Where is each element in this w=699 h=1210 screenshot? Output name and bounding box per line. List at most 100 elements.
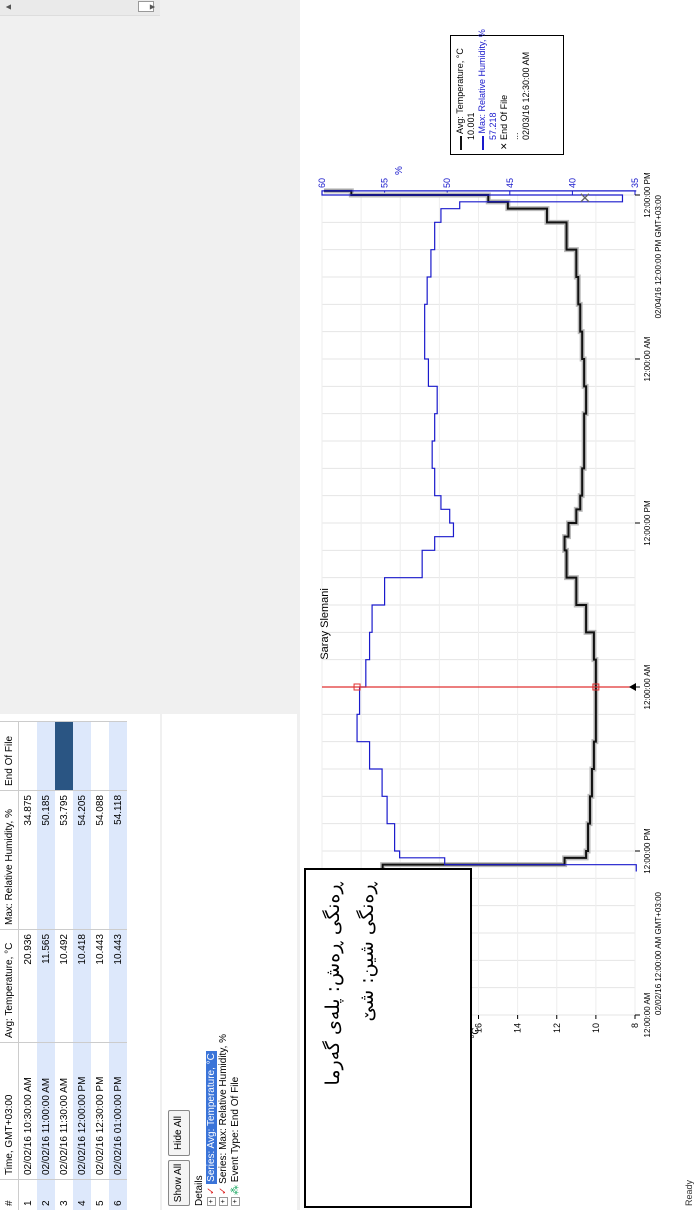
row-temperature: 11.565 [37,929,55,1043]
series-line-icon: ✓ [206,1186,217,1195]
row-humidity: 53.795 [55,790,73,930]
tree-item-temperature[interactable]: +✓ Series: Avg: Temperature, °C [206,1034,218,1206]
x-axis-tick-label: 12:00:00 PM [643,500,652,546]
data-table: # Time, GMT+03:00 Avg: Temperature, °C M… [0,721,127,1210]
chart-title: Saray Slemani [319,588,331,660]
details-title: Details [194,1175,205,1206]
row-end-of-file [91,721,109,791]
legend-timestamp: 02/03/16 12:30:00 AM [521,51,531,140]
row-time: 02/02/16 11:00:00 AM [37,1042,55,1180]
legend-entry-temperature: Avg: Temperature, °C [455,40,466,150]
legend-line-icon [459,136,462,150]
left-axis-tick-label: 14 [513,1023,523,1033]
right-axis-tick-label: 50 [442,178,452,188]
left-axis-tick-label: 10 [591,1023,601,1033]
chart[interactable]: 81012141618202224354045505560°C%12:00:00… [300,0,699,1210]
column-header-time[interactable]: Time, GMT+03:00 [0,1042,19,1180]
cursor-pointer-icon [629,683,636,691]
legend-temp-value: 10.001 [466,112,476,140]
x-axis-tick-label: 12:00:00 AM [643,664,652,709]
tree-item-end-of-file[interactable]: +⁂ Event Type: End Of File [230,1034,242,1206]
chart-legend[interactable]: Avg: Temperature, °C 10.001 Max: Relativ… [450,29,564,155]
series-line-icon: ✓ [218,1186,229,1195]
scroll-down-icon[interactable]: ▼ [147,2,157,12]
end-of-file-marker [580,193,590,203]
column-header-humidity[interactable]: Max: Relative Humidity, % [0,790,19,930]
x-axis-last-date: 02/04/16 12:00:00 PM GMT+03:00 [654,194,663,318]
row-time: 02/02/16 12:30:00 PM [91,1042,109,1180]
table-row[interactable]: 5 02/02/16 12:30:00 PM 10.443 54.088 [91,721,109,1210]
scroll-up-icon[interactable]: ▲ [3,2,13,12]
row-time: 02/02/16 12:00:00 PM [73,1042,91,1180]
note-line-1: ڕەنگی ڕەش: پلەی گەرما [322,882,344,1086]
x-axis-tick-label: 12:00:00 PM [643,172,652,218]
row-temperature: 10.418 [73,929,91,1043]
table-row[interactable]: 3 02/02/16 11:30:00 AM 10.492 53.795 [55,721,73,1210]
data-table-pane: # Time, GMT+03:00 Avg: Temperature, °C M… [0,714,160,1210]
column-header-index[interactable]: # [0,1179,19,1210]
humidity-series-line [321,190,637,872]
row-index: 3 [55,1179,73,1210]
expand-icon[interactable]: + [206,1197,216,1206]
hide-all-button[interactable]: Hide All [168,1110,190,1156]
row-time: 02/02/16 10:30:00 AM [18,1042,37,1180]
table-row[interactable]: 2 02/02/16 11:00:00 AM 11.565 50.185 [37,721,55,1210]
row-time: 02/02/16 11:30:00 AM [55,1042,73,1180]
row-temperature: 10.443 [109,929,127,1043]
right-axis-tick-label: 55 [380,178,390,188]
row-index: 1 [18,1179,37,1210]
table-row[interactable]: 1 02/02/16 10:30:00 AM 20.936 34.875 [18,721,37,1210]
column-header-end-of-file[interactable]: End Of File [0,721,19,791]
row-index: 2 [37,1179,55,1210]
row-humidity: 50.185 [37,790,55,930]
show-all-button[interactable]: Show All [168,1160,190,1206]
details-pane: Show All Hide All Details +✓ Series: Avg… [162,714,297,1210]
left-axis-tick-label: 12 [552,1023,562,1033]
row-end-of-file [109,721,127,791]
temperature-series-line [323,189,597,872]
right-axis-label: % [394,166,405,175]
table-row[interactable]: 4 02/02/16 12:00:00 PM 10.418 54.205 [73,721,91,1210]
details-tree: Details +✓ Series: Avg: Temperature, °C … [194,1034,242,1206]
row-temperature: 20.936 [18,929,37,1043]
row-temperature: 10.443 [91,929,109,1043]
row-humidity: 54.118 [109,790,127,930]
row-end-of-file [73,721,91,791]
row-humidity: 54.205 [73,790,91,930]
x-axis-tick-label: 12:00:00 AM [643,992,652,1037]
event-icon: ⁂ [230,1185,241,1195]
row-end-of-file-selected[interactable] [55,721,73,791]
x-axis-tick-label: 12:00:00 PM [643,828,652,874]
table-row[interactable]: 6 02/02/16 01:00:00 PM 10.443 54.118 [109,721,127,1210]
right-axis-tick-label: 45 [505,178,515,188]
note-line-2: ڕەنگی شین: شێ [356,882,378,1022]
row-humidity: 54.088 [91,790,109,930]
status-text: Ready [684,1179,694,1206]
expand-icon[interactable]: + [218,1197,228,1206]
row-time: 02/02/16 01:00:00 PM [109,1042,127,1180]
row-index: 4 [73,1179,91,1210]
vertical-scrollbar[interactable]: ▲ ▼ [0,0,160,16]
column-header-temperature[interactable]: Avg: Temperature, °C [0,929,19,1043]
tree-item-humidity[interactable]: +✓ Series: Max: Relative Humidity, % [218,1034,230,1206]
row-humidity: 34.875 [18,790,37,930]
table-scroll-area: ▲ ▼ [0,0,160,713]
left-axis-tick-label: 16 [474,1023,484,1033]
row-temperature: 10.492 [55,929,73,1043]
plot-pane: 81012141618202224354045505560°C%12:00:00… [300,0,699,1210]
right-axis-tick-label: 35 [630,178,640,188]
cursor-marker-temperature [592,683,600,691]
x-axis-first-date: 02/02/16 12:00:00 AM GMT+03:00 [654,891,663,1015]
row-index: 6 [109,1179,127,1210]
left-axis-label: °C [471,1027,482,1038]
row-end-of-file [18,721,37,791]
row-index: 5 [91,1179,109,1210]
expand-icon[interactable]: + [230,1197,240,1206]
right-axis-tick-label: 40 [567,178,577,188]
row-end-of-file [37,721,55,791]
x-axis-tick-label: 12:00:00 AM [643,336,652,381]
left-axis-tick-label: 8 [630,1023,640,1028]
legend-entry-end-of-file: ✕ End Of File [499,94,509,150]
annotation-note: ڕەنگی ڕەش: پلەی گەرما ڕەنگی شین: شێ [304,868,472,1208]
